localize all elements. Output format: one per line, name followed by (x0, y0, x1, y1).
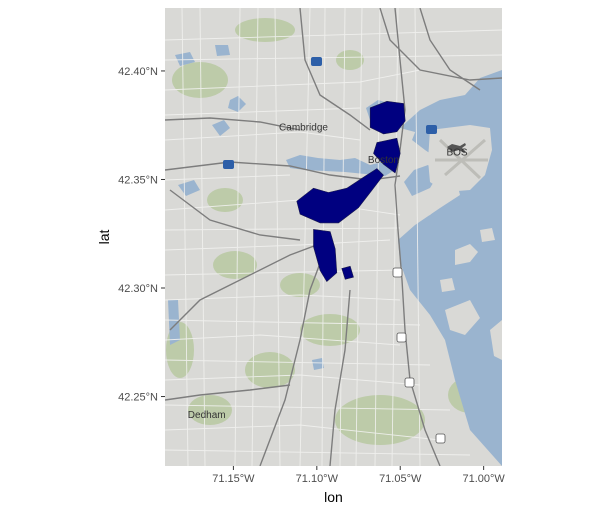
region-roxbury-jp (313, 229, 338, 282)
highway-shield-icon (404, 377, 415, 388)
region-small-east (341, 265, 354, 280)
place-label: Boston (368, 155, 399, 166)
major-roads (165, 8, 502, 466)
x-axis-title: lon (324, 489, 343, 505)
x-tick-label: 71.00°W (462, 473, 505, 485)
highway-shield-icon (392, 267, 403, 278)
place-label: Cambridge (279, 123, 328, 134)
highway-shield-icon (435, 433, 446, 444)
y-tick-label: 42.30°N (118, 283, 158, 295)
place-label: BOS (446, 148, 467, 159)
highlighted-regions (296, 100, 406, 282)
region-downtown (373, 137, 401, 174)
highway-shield-icon (311, 57, 322, 66)
y-tick-label: 42.25°N (118, 392, 158, 404)
x-axis: 71.15°W 71.10°W 71.05°W 71.00°W (212, 466, 505, 485)
place-label: Dedham (188, 410, 226, 421)
map-panel[interactable]: Cambridge Boston BOS Dedham (165, 8, 502, 466)
y-axis: 42.40°N 42.35°N 42.30°N 42.25°N (118, 66, 165, 404)
highway-shield-icon (426, 125, 437, 134)
y-tick-label: 42.40°N (118, 66, 158, 78)
street-network (165, 8, 502, 466)
y-tick-label: 42.35°N (118, 174, 158, 186)
x-tick-label: 71.15°W (212, 473, 255, 485)
region-north-end (369, 100, 406, 135)
y-axis-title: lat (96, 230, 112, 245)
highway-shield-icon (223, 160, 234, 169)
place-labels: Cambridge Boston BOS Dedham (188, 123, 468, 422)
airport-runways (435, 138, 488, 180)
airport-icon (447, 143, 466, 153)
highway-shield-icon (396, 332, 407, 343)
region-south-end-back-bay (296, 168, 384, 224)
highway-shields (223, 57, 446, 444)
x-tick-label: 71.05°W (379, 473, 422, 485)
x-tick-label: 71.10°W (296, 473, 339, 485)
